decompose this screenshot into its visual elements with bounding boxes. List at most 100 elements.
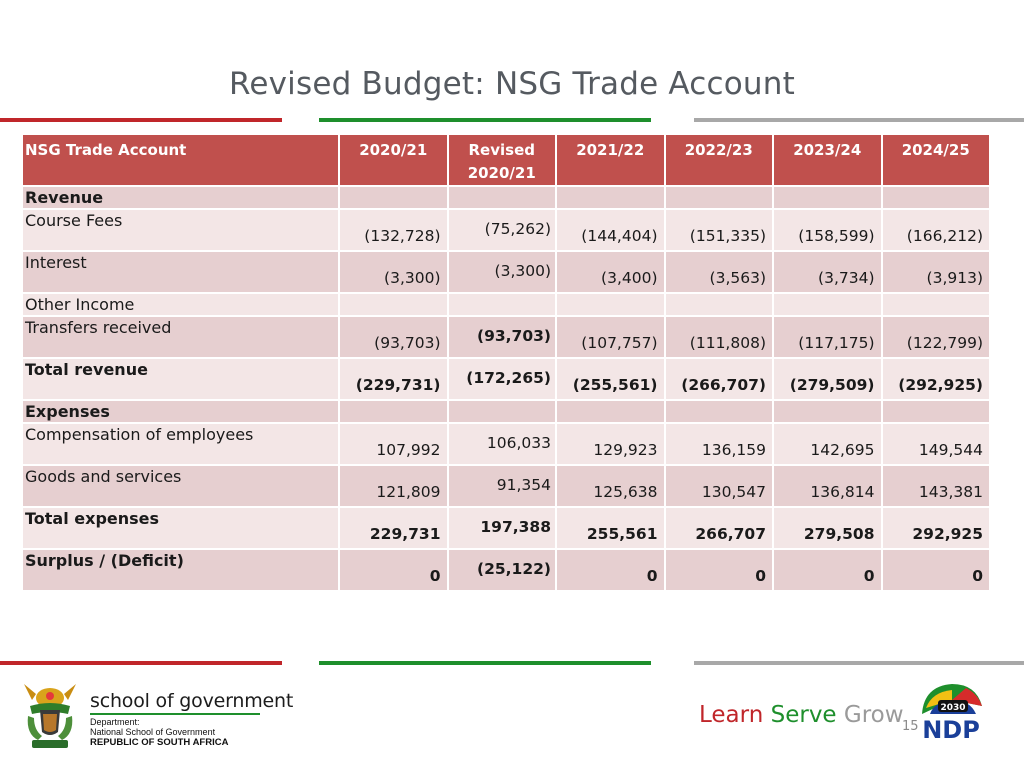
table-cell: (266,707) [663,357,774,401]
table-cell [663,185,774,210]
table-row-compensation: Compensation of employees 107,992 106,03… [21,422,991,466]
table-cell: (25,122) [446,548,557,592]
table-row-expenses: Expenses [21,399,991,424]
table-cell: 0 [880,548,991,592]
header-2024-25: 2024/25 [880,133,991,187]
row-label: Expenses [21,399,340,424]
table-cell [338,399,449,424]
table-cell: (151,335) [663,208,774,252]
table-cell: 107,992 [338,422,449,466]
header-revised-line2: 2020/21 [467,164,536,182]
table-cell: (93,703) [338,315,449,359]
table-cell: (132,728) [338,208,449,252]
table-cell [663,292,774,317]
table-cell: (93,703) [446,315,557,359]
table-row-transfers-received: Transfers received (93,703) (93,703) (10… [21,315,991,359]
table-cell [772,399,883,424]
school-name-underline [90,713,260,715]
row-label: Total revenue [21,357,340,401]
table-row-interest: Interest (3,300) (3,300) (3,400) (3,563)… [21,250,991,294]
row-label: Course Fees [21,208,340,252]
slogan-learn: Learn [699,702,764,728]
table-cell: (255,561) [555,357,666,401]
table-cell [880,185,991,210]
table-cell: (3,563) [663,250,774,294]
header-account: NSG Trade Account [21,133,340,187]
row-label: Goods and services [21,464,340,508]
bottom-gray-rule [694,661,1024,665]
table-cell [338,185,449,210]
table-cell [772,185,883,210]
row-label: Compensation of employees [21,422,340,466]
table-cell: (122,799) [880,315,991,359]
table-cell: 129,923 [555,422,666,466]
header-2022-23: 2022/23 [663,133,774,187]
table-cell [446,292,557,317]
dept-label: Department: [90,717,140,727]
country-name: REPUBLIC OF SOUTH AFRICA [90,737,229,748]
table-cell: (292,925) [880,357,991,401]
table-row-goods-services: Goods and services 121,809 91,354 125,63… [21,464,991,508]
table-cell: 0 [555,548,666,592]
table-cell: (172,265) [446,357,557,401]
table-cell: (229,731) [338,357,449,401]
table-cell: 292,925 [880,506,991,550]
table-cell: 130,547 [663,464,774,508]
row-label: Interest [21,250,340,294]
table-cell [338,292,449,317]
table-cell: (158,599) [772,208,883,252]
table-cell: (166,212) [880,208,991,252]
table-cell: 136,159 [663,422,774,466]
table-row-other-income: Other Income [21,292,991,317]
table-cell [555,399,666,424]
table-cell [555,292,666,317]
table-cell: 136,814 [772,464,883,508]
table-cell [663,399,774,424]
school-name: school of government [90,690,294,712]
ndp-year: 2030 [940,703,965,713]
table-header-row: NSG Trade Account 2020/21 Revised 2020/2… [21,133,991,187]
table-cell: 0 [663,548,774,592]
table-cell [555,185,666,210]
table-cell: (111,808) [663,315,774,359]
row-label: Total expenses [21,506,340,550]
table-row-revenue: Revenue [21,185,991,210]
row-label: Transfers received [21,315,340,359]
slogan: Learn Serve Grow [699,702,904,728]
table-cell: (75,262) [446,208,557,252]
table-cell: 279,508 [772,506,883,550]
table-row-course-fees: Course Fees (132,728) (75,262) (144,404)… [21,208,991,252]
top-gray-rule [694,118,1024,122]
table-cell: 125,638 [555,464,666,508]
bottom-red-rule [0,661,282,665]
ndp-2030-logo: 2030 NDP [922,684,982,744]
top-red-rule [0,118,282,122]
table-cell: 149,544 [880,422,991,466]
slogan-grow: Grow [843,702,904,728]
table-cell: 255,561 [555,506,666,550]
table-cell: 142,695 [772,422,883,466]
table-cell: (3,400) [555,250,666,294]
table-cell: (117,175) [772,315,883,359]
row-label: Other Income [21,292,340,317]
table-cell: (279,509) [772,357,883,401]
table-cell: 121,809 [338,464,449,508]
budget-table: NSG Trade Account 2020/21 Revised 2020/2… [21,133,991,592]
table-cell: 0 [772,548,883,592]
table-cell [772,292,883,317]
table-row-total-expenses: Total expenses 229,731 197,388 255,561 2… [21,506,991,550]
row-label: Revenue [21,185,340,210]
table-row-total-revenue: Total revenue (229,731) (172,265) (255,5… [21,357,991,401]
page-number: 15 [902,719,919,734]
table-cell [446,399,557,424]
table-cell: (144,404) [555,208,666,252]
bottom-green-rule [319,661,651,665]
header-revised-2020-21: Revised 2020/21 [446,133,557,187]
coat-of-arms-logo [24,684,76,748]
table-cell: (3,913) [880,250,991,294]
table-cell: 91,354 [446,464,557,508]
header-2021-22: 2021/22 [555,133,666,187]
table-cell: (107,757) [555,315,666,359]
table-cell: 229,731 [338,506,449,550]
dept-name: National School of Government [90,727,216,737]
